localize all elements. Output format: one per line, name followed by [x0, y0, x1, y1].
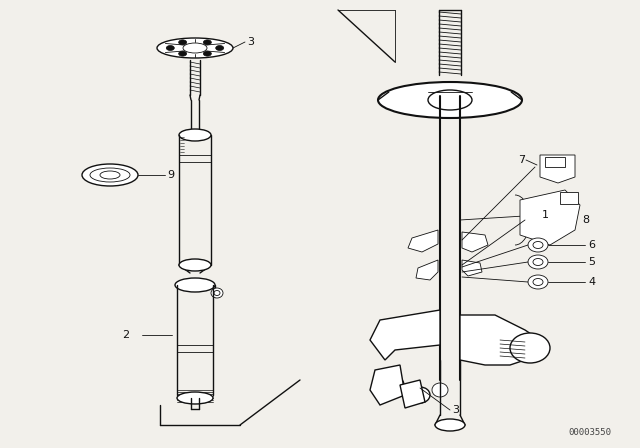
Ellipse shape [510, 333, 550, 363]
Ellipse shape [376, 375, 404, 395]
Ellipse shape [533, 241, 543, 249]
Ellipse shape [533, 279, 543, 285]
Text: 3: 3 [247, 37, 254, 47]
Polygon shape [370, 365, 405, 405]
Ellipse shape [528, 238, 548, 252]
Polygon shape [520, 190, 580, 245]
Ellipse shape [204, 40, 211, 45]
Ellipse shape [378, 82, 522, 118]
Text: 8: 8 [582, 215, 589, 225]
Polygon shape [460, 315, 540, 365]
Text: 2: 2 [122, 330, 129, 340]
Text: 5: 5 [588, 257, 595, 267]
Ellipse shape [82, 164, 138, 186]
Ellipse shape [533, 258, 543, 266]
Ellipse shape [179, 129, 211, 141]
Ellipse shape [216, 46, 224, 51]
Ellipse shape [435, 419, 465, 431]
Ellipse shape [90, 168, 130, 182]
Bar [560, 192, 578, 204]
Ellipse shape [214, 290, 220, 296]
Ellipse shape [528, 275, 548, 289]
Text: 1: 1 [542, 210, 549, 220]
Polygon shape [462, 260, 482, 276]
Ellipse shape [179, 40, 187, 45]
Ellipse shape [100, 171, 120, 179]
Ellipse shape [166, 46, 174, 51]
Polygon shape [462, 232, 488, 252]
Ellipse shape [177, 392, 213, 404]
Polygon shape [540, 155, 575, 183]
Ellipse shape [428, 90, 472, 110]
Text: 6: 6 [588, 240, 595, 250]
Polygon shape [370, 310, 440, 360]
Bar [545, 157, 565, 167]
Ellipse shape [183, 43, 207, 53]
Ellipse shape [175, 278, 215, 292]
Ellipse shape [204, 51, 211, 56]
Text: 00003550: 00003550 [568, 427, 611, 436]
Text: 3: 3 [452, 405, 459, 415]
Polygon shape [416, 260, 438, 280]
Text: 7: 7 [518, 155, 525, 165]
Ellipse shape [157, 38, 233, 58]
Polygon shape [408, 230, 438, 252]
Text: 4: 4 [588, 277, 595, 287]
Ellipse shape [432, 383, 448, 397]
Polygon shape [400, 380, 425, 408]
Ellipse shape [410, 387, 430, 403]
Text: 9: 9 [167, 170, 174, 180]
Ellipse shape [179, 259, 211, 271]
Ellipse shape [211, 288, 223, 298]
Ellipse shape [528, 255, 548, 269]
Ellipse shape [179, 51, 187, 56]
